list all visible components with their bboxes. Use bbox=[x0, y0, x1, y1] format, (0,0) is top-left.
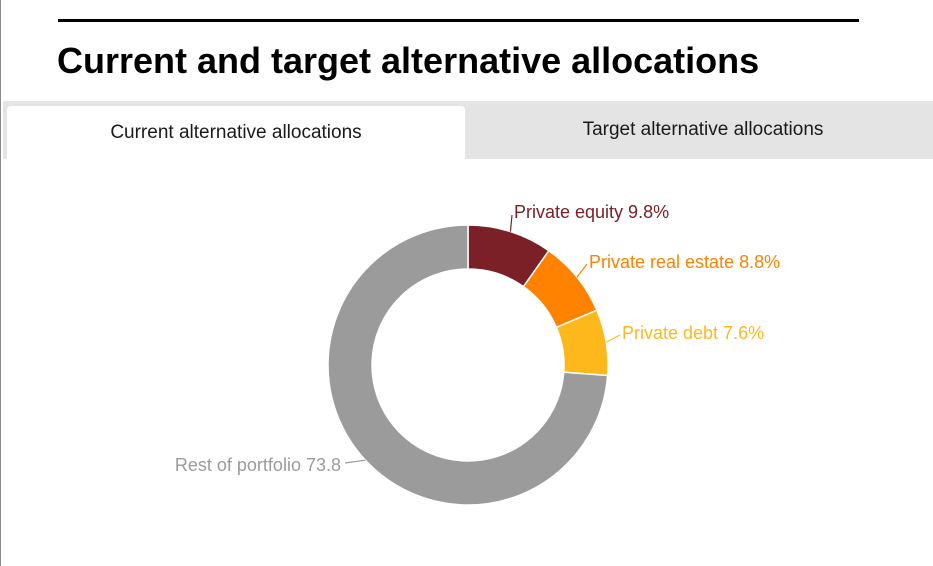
data-label-private-equity: Private equity 9.8% bbox=[514, 202, 669, 222]
page-title: Current and target alternative allocatio… bbox=[57, 40, 760, 81]
leader-line-rest-of-portfolio bbox=[344, 459, 366, 464]
leader-line-private-equity bbox=[509, 214, 513, 232]
data-label-rest-of-portfolio: Rest of portfolio 73.8 bbox=[175, 455, 341, 475]
tab-bar: Current alternative allocations Target a… bbox=[3, 101, 933, 159]
leader-line-private-real-estate bbox=[576, 263, 588, 278]
data-label-private-real-estate: Private real estate 8.8% bbox=[589, 252, 780, 272]
tab-current-allocations[interactable]: Current alternative allocations bbox=[7, 106, 465, 159]
leader-line-private-debt bbox=[605, 334, 621, 343]
top-rule bbox=[58, 19, 859, 22]
slice-rest-of-portfolio bbox=[327, 224, 609, 506]
data-label-private-debt: Private debt 7.6% bbox=[622, 323, 764, 343]
tab-target-allocations[interactable]: Target alternative allocations bbox=[582, 119, 824, 140]
